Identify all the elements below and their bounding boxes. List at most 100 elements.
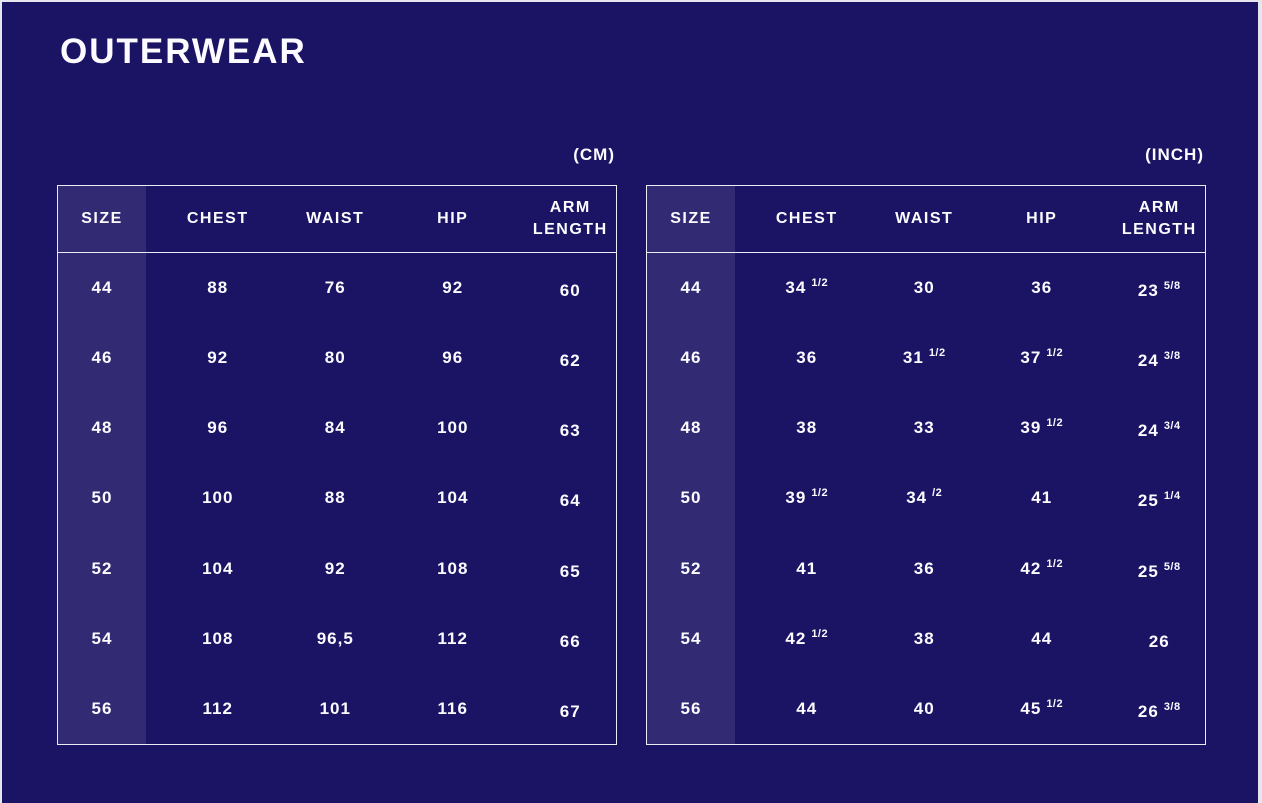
header-row: SIZE CHEST WAIST HIP ARM LENGTH xyxy=(58,186,616,253)
fraction: 1/4 xyxy=(1163,490,1181,503)
value-cell: 63 xyxy=(559,421,581,441)
size-cell: 44 xyxy=(647,253,735,324)
size-cell: 50 xyxy=(647,463,735,534)
value-cell: 104 xyxy=(202,558,234,578)
column-header: ARM LENGTH xyxy=(532,199,608,238)
value-cell: 64 xyxy=(559,491,581,511)
fraction: 3/8 xyxy=(1163,350,1181,363)
table-row: 48 96 84 100 63 xyxy=(58,393,616,464)
page-title: OUTERWEAR xyxy=(60,32,307,71)
value-cell: 38 xyxy=(796,418,818,438)
value-cell: 96 xyxy=(207,418,229,438)
value-cell: 24 3/4 xyxy=(1137,420,1181,441)
value-cell: 65 xyxy=(559,561,581,581)
size-cell: 54 xyxy=(58,603,146,674)
table-row: 44 34 1/2 30 36 23 5/8 xyxy=(647,253,1205,324)
tables-area: (CM) SIZE CHEST WAIST HIP ARM LENGTH 44 88 76 92… xyxy=(57,145,1258,745)
value-cell: 108 xyxy=(437,558,469,578)
table-row: 52 104 92 108 65 xyxy=(58,533,616,604)
value-cell: 36 xyxy=(796,348,818,368)
size-cell: 44 xyxy=(58,253,146,324)
value-cell: 66 xyxy=(559,631,581,651)
size-guide-page: OUTERWEAR (CM) SIZE CHEST WAIST HIP ARM LENG… xyxy=(2,32,1258,745)
column-header: WAIST xyxy=(306,210,365,228)
value-cell: 38 xyxy=(913,628,935,648)
value-cell: 37 1/2 xyxy=(1020,347,1064,368)
value-cell: 112 xyxy=(202,698,233,718)
value-cell: 41 xyxy=(1031,488,1053,508)
fraction: 5/8 xyxy=(1163,280,1181,293)
fraction: 1/2 xyxy=(1046,697,1064,710)
fraction: 1/2 xyxy=(928,347,946,360)
value-cell: 67 xyxy=(559,701,581,721)
value-cell: 101 xyxy=(319,698,351,718)
fraction: 1/2 xyxy=(811,277,829,290)
value-cell: 39 1/2 xyxy=(785,487,829,508)
size-cell: 46 xyxy=(58,323,146,394)
size-table-cm: SIZE CHEST WAIST HIP ARM LENGTH 44 88 76 92 60 46 9… xyxy=(57,185,617,745)
column-header: SIZE xyxy=(647,186,735,252)
value-cell: 44 xyxy=(796,698,818,718)
value-cell: 30 xyxy=(913,278,935,298)
value-cell: 34 1/2 xyxy=(785,277,829,298)
value-cell: 33 xyxy=(913,418,935,438)
table-row: 46 92 80 96 62 xyxy=(58,323,616,394)
fraction: 3/8 xyxy=(1163,700,1181,713)
fraction: 1/2 xyxy=(1046,557,1064,570)
value-cell: 34/2 xyxy=(906,487,943,508)
table-row: 54 42 1/2 38 44 26 xyxy=(647,603,1205,674)
value-cell: 92 xyxy=(442,278,464,298)
value-cell: 24 3/8 xyxy=(1137,350,1181,371)
column-header: CHEST xyxy=(186,210,249,228)
size-cell: 46 xyxy=(647,323,735,394)
size-cell: 54 xyxy=(647,603,735,674)
size-cell: 52 xyxy=(647,533,735,604)
table-row: 44 88 76 92 60 xyxy=(58,253,616,324)
value-cell: 80 xyxy=(324,348,346,368)
value-cell: 84 xyxy=(324,418,346,438)
table-row: 50 39 1/2 34/2 41 25 1/4 xyxy=(647,463,1205,534)
column-header: HIP xyxy=(437,210,469,228)
fraction: 1/2 xyxy=(811,487,829,500)
fraction: 1/2 xyxy=(1046,347,1064,360)
value-cell: 60 xyxy=(559,281,581,301)
value-cell: 42 1/2 xyxy=(1020,557,1064,578)
fraction: 3/4 xyxy=(1163,420,1181,433)
table-row: 46 36 31 1/2 37 1/2 24 3/8 xyxy=(647,323,1205,394)
value-cell: 41 xyxy=(796,558,818,578)
value-cell: 112 xyxy=(437,628,468,648)
unit-label-inch: (INCH) xyxy=(1145,145,1204,164)
column-header: HIP xyxy=(1026,210,1058,228)
value-cell: 96,5 xyxy=(316,628,354,648)
table-row: 56 44 40 45 1/2 26 3/8 xyxy=(647,673,1205,744)
fraction: 1/2 xyxy=(811,627,829,640)
fraction: 1/2 xyxy=(1046,417,1064,430)
column-header: ARM LENGTH xyxy=(1121,199,1197,238)
size-cell: 48 xyxy=(647,393,735,464)
column-header: CHEST xyxy=(775,210,838,228)
size-cell: 56 xyxy=(647,673,735,744)
column-header: WAIST xyxy=(895,210,954,228)
table-row: 56 112 101 116 67 xyxy=(58,673,616,744)
value-cell: 88 xyxy=(324,488,346,508)
size-table-inch: SIZE CHEST WAIST HIP ARM LENGTH 44 34 1/2 30 36 23… xyxy=(646,185,1206,745)
value-cell: 92 xyxy=(324,558,346,578)
size-cell: 56 xyxy=(58,673,146,744)
value-cell: 25 5/8 xyxy=(1137,560,1181,581)
value-cell: 100 xyxy=(437,418,469,438)
value-cell: 62 xyxy=(559,351,581,371)
value-cell: 42 1/2 xyxy=(785,627,829,648)
table-row: 48 38 33 39 1/2 24 3/4 xyxy=(647,393,1205,464)
value-cell: 36 xyxy=(913,558,935,578)
value-cell: 25 1/4 xyxy=(1137,490,1181,511)
unit-label-cm: (CM) xyxy=(573,145,615,164)
table-row: 50 100 88 104 64 xyxy=(58,463,616,534)
value-cell: 26 xyxy=(1148,631,1170,651)
value-cell: 76 xyxy=(324,278,346,298)
value-cell: 23 5/8 xyxy=(1137,280,1181,301)
value-cell: 26 3/8 xyxy=(1137,700,1181,721)
size-cell: 48 xyxy=(58,393,146,464)
size-cell: 50 xyxy=(58,463,146,534)
value-cell: 39 1/2 xyxy=(1020,417,1064,438)
value-cell: 40 xyxy=(913,698,935,718)
